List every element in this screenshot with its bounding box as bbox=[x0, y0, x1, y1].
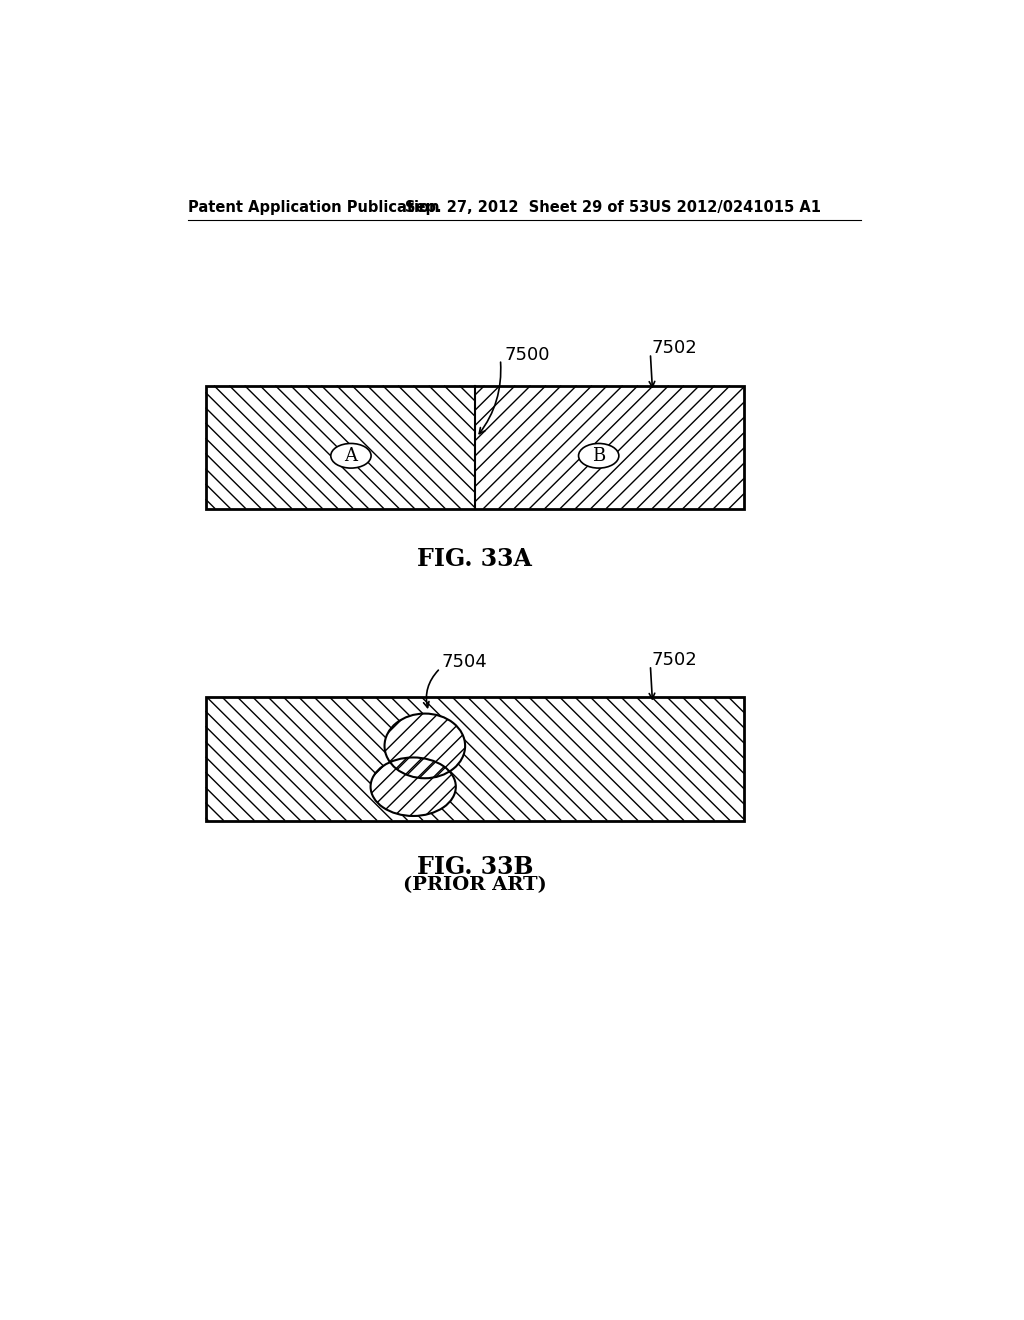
Text: Patent Application Publication: Patent Application Publication bbox=[188, 201, 440, 215]
Text: Sep. 27, 2012  Sheet 29 of 53: Sep. 27, 2012 Sheet 29 of 53 bbox=[406, 201, 649, 215]
Ellipse shape bbox=[331, 444, 371, 469]
Text: 7502: 7502 bbox=[652, 339, 697, 358]
Ellipse shape bbox=[371, 758, 456, 816]
Ellipse shape bbox=[579, 444, 618, 469]
Bar bbox=[206, 385, 744, 508]
Text: (PRIOR ART): (PRIOR ART) bbox=[402, 876, 547, 894]
Text: US 2012/0241015 A1: US 2012/0241015 A1 bbox=[649, 201, 821, 215]
Text: A: A bbox=[344, 446, 357, 465]
Text: 7504: 7504 bbox=[442, 653, 487, 671]
Text: B: B bbox=[592, 446, 605, 465]
Text: 7500: 7500 bbox=[504, 346, 550, 363]
Bar bbox=[206, 697, 744, 821]
Bar bbox=[206, 697, 744, 821]
Text: FIG. 33B: FIG. 33B bbox=[417, 855, 534, 879]
Bar bbox=[206, 385, 744, 508]
Text: FIG. 33A: FIG. 33A bbox=[418, 548, 532, 572]
Ellipse shape bbox=[385, 714, 465, 779]
Text: 7502: 7502 bbox=[652, 651, 697, 669]
